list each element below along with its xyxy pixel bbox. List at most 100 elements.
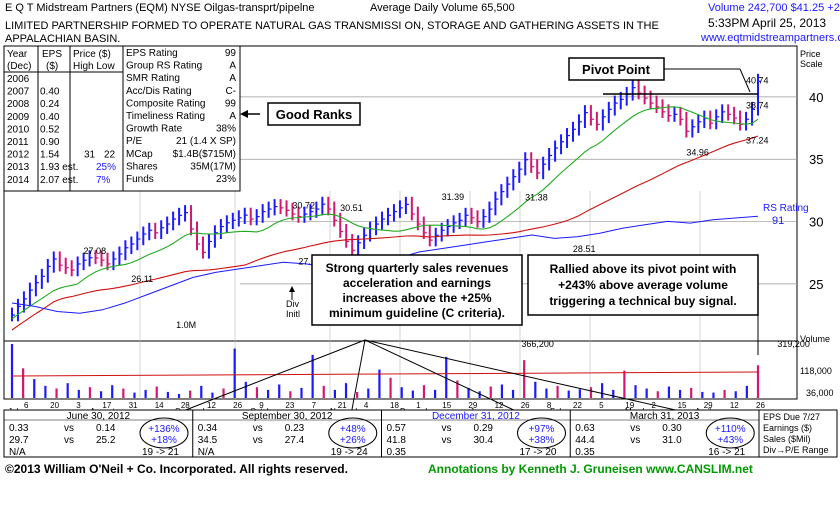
eps-year: 2007 <box>7 87 30 98</box>
price-annotation: 28.51 <box>573 244 596 254</box>
date-tick-label: 5 <box>599 401 604 410</box>
date-tick-label: 29 <box>704 401 713 410</box>
price-annotation: 30.72 <box>292 201 315 211</box>
volume-bars <box>10 344 760 398</box>
eps-year: 2006 <box>7 74 30 85</box>
company-url[interactable]: www.eqtmidstreampartners.com <box>700 32 840 44</box>
rating-value: A <box>229 61 236 72</box>
rally-callout: Rallied above its pivot point with +243%… <box>527 254 759 355</box>
quarter-vs: vs <box>630 435 640 446</box>
eps-table: Year EPS Price ($) (Dec) ($) High Low 20… <box>3 45 124 192</box>
eps-year: 2011 <box>7 137 29 148</box>
moving-average-lines <box>11 106 759 331</box>
svg-text:Earnings ($): Earnings ($) <box>763 423 812 433</box>
eps-header-price: Price ($) <box>73 49 111 60</box>
rally-callout-line: Rallied above its pivot point with <box>550 262 737 276</box>
pivot-point-callout: Pivot Point <box>568 57 758 95</box>
eps-year: 2008 <box>7 99 30 110</box>
volume-panel-frame <box>3 340 798 400</box>
quarter-eps-prior: 0.14 <box>96 423 116 434</box>
volume-annotation: 319,200 <box>777 339 810 349</box>
rating-value: $1.4B($715M) <box>173 149 236 160</box>
quarter-sales-change: +43% <box>717 435 743 446</box>
quarter-period: September 30, 2012 <box>242 411 333 422</box>
price-axis: 25 30 35 40 <box>809 90 823 292</box>
rating-value: A <box>229 73 236 84</box>
price-tick-label: 35 <box>809 152 823 167</box>
sales-callout-line: increases above the +25% <box>342 291 491 305</box>
rs-rating-value: 91 <box>772 215 784 227</box>
date-tick-label: 21 <box>338 401 347 410</box>
rating-label: Growth Rate <box>126 124 183 135</box>
quarter-extra: 0.35 <box>575 447 595 458</box>
price-scale-label-1: Price <box>800 49 821 59</box>
growth-highlight-circle <box>517 417 566 449</box>
eps-value: 0.52 <box>40 124 60 135</box>
quarter-eps-change: +48% <box>340 424 366 435</box>
rating-label: Funds <box>126 174 154 185</box>
quarterly-table: June 30, 2012 0.33 vs 0.14 29.7 vs 25.2 N/A 19 -… <box>3 409 760 458</box>
quarter-eps-change: +136% <box>148 424 180 435</box>
rating-value: 38% <box>216 124 236 135</box>
eps-year: 2009 <box>7 112 30 123</box>
eps-header-dec: (Dec) <box>7 61 31 72</box>
quarter-sales-current: 34.5 <box>198 435 218 446</box>
quarter-funds: 19 -> 21 <box>142 447 179 458</box>
quarter-funds: 17 -> 20 <box>520 447 557 458</box>
good-ranks-callout: Good Ranks <box>240 102 361 126</box>
eps-year: 2010 <box>7 124 30 135</box>
volume-price-line: Volume 242,700 $41.25 +2.18 <box>708 2 840 14</box>
rating-label: Composite Rating <box>126 98 205 109</box>
svg-text:Div: Div <box>286 299 299 309</box>
eps-value: 1.93 est. <box>40 162 78 173</box>
price-annotation: 26.11 <box>131 274 153 284</box>
price-annotation: 31.38 <box>525 192 548 202</box>
quarter-extra: N/A <box>198 447 215 458</box>
rating-label: P/E <box>126 136 142 147</box>
price-annotation: 34.96 <box>686 148 709 158</box>
eps-value: 0.40 <box>40 112 60 123</box>
price-annotation: 30.51 <box>340 203 363 213</box>
quarter-vs: vs <box>442 435 452 446</box>
volume-label: Volume <box>800 334 830 344</box>
price-tick-label: 40 <box>809 90 823 105</box>
quarter-sales-current: 29.7 <box>9 435 29 446</box>
date-tick-label: 1 <box>416 401 421 410</box>
quarter-period: December 31, 2012 <box>432 411 520 422</box>
quarter-sales-change: +38% <box>529 435 555 446</box>
rating-label: Group RS Rating <box>126 61 202 72</box>
volume-tick-1: 118,000 <box>800 366 832 376</box>
eps-high: 31 <box>84 150 96 161</box>
date-tick-label: 7 <box>312 401 317 410</box>
date-tick-label: 31 <box>129 401 138 410</box>
price-annotation: 40.74 <box>746 76 769 86</box>
quarter-eps-change: +110% <box>715 424 746 435</box>
quarter-eps-current: 0.34 <box>198 423 218 434</box>
price-tick-label: 25 <box>809 277 823 292</box>
quarter-period: June 30, 2012 <box>67 411 131 422</box>
volume-annotation: 1.0M <box>176 320 196 330</box>
date-tick-label: 3 <box>76 401 81 410</box>
svg-text:EPS Due 7/27: EPS Due 7/27 <box>763 412 820 422</box>
growth-highlight-circle <box>705 417 755 449</box>
rating-value: 99 <box>225 98 237 109</box>
quarter-sales-prior: 27.4 <box>285 435 305 446</box>
eps-value: 0.24 <box>40 99 60 110</box>
annotations-credit[interactable]: Annotations by Kenneth J. Gruneisen www.… <box>428 462 753 476</box>
date-tick-label: 29 <box>468 401 477 410</box>
rating-label: EPS Rating <box>126 48 178 59</box>
sales-callout-line: Strong quarterly sales revenues <box>326 261 509 275</box>
eps-value: 1.54 <box>40 150 60 161</box>
eps-year: 2012 <box>7 150 30 161</box>
quarter-eps-current: 0.33 <box>9 423 29 434</box>
sales-callout-line: minimum guideline (C criteria). <box>329 306 505 320</box>
growth-highlight-circle <box>328 417 378 449</box>
date-tick-label: 12 <box>207 401 216 410</box>
volume-annotation: 366,200 <box>521 339 554 349</box>
rating-value: C- <box>225 86 236 97</box>
avg-volume-line <box>11 371 759 377</box>
quarter-extra: 0.35 <box>387 447 407 458</box>
date-tick-label: 22 <box>573 401 582 410</box>
